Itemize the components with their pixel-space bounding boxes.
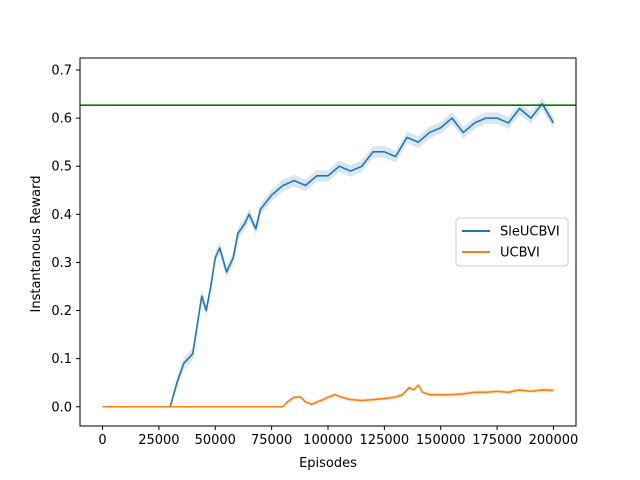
x-tick-label: 200000	[529, 433, 579, 448]
y-tick-label: 0.3	[51, 256, 72, 271]
x-tick-label: 50000	[195, 433, 236, 448]
y-tick-label: 0.5	[51, 160, 72, 175]
x-tick-label: 175000	[472, 433, 522, 448]
y-axis-title: Instantanous Reward	[29, 176, 44, 313]
x-tick-label: 0	[98, 433, 106, 448]
x-tick-label: 150000	[416, 433, 466, 448]
x-axis: 0 25000 50000 75000 100000 125000 150000 175000…	[98, 426, 578, 448]
y-tick-label: 0.1	[51, 352, 72, 367]
y-tick-label: 0.2	[51, 304, 72, 319]
legend-label-ucbvi: UCBVI	[500, 246, 540, 261]
plot-area	[80, 97, 576, 408]
series-band-ucbvi	[102, 383, 554, 407]
y-tick-label: 0.4	[51, 208, 72, 223]
y-tick-label: 0.6	[51, 112, 72, 127]
legend: SleUCBVI UCBVI	[455, 217, 569, 267]
y-tick-label: 0.7	[51, 64, 72, 79]
x-tick-label: 25000	[138, 433, 179, 448]
series-line-ucbvi	[102, 384, 554, 408]
x-axis-title: Episodes	[299, 456, 357, 471]
x-tick-label: 100000	[303, 433, 353, 448]
legend-label-sleucbvi: SleUCBVI	[500, 225, 560, 240]
x-tick-label: 125000	[360, 433, 410, 448]
y-tick-label: 0.0	[51, 400, 72, 415]
series-line-sleucbvi	[102, 102, 555, 408]
x-tick-label: 75000	[251, 433, 292, 448]
y-axis: 0.0 0.1 0.2 0.3 0.4 0.5 0.6 0.7	[51, 64, 80, 415]
plot-frame	[79, 57, 577, 427]
